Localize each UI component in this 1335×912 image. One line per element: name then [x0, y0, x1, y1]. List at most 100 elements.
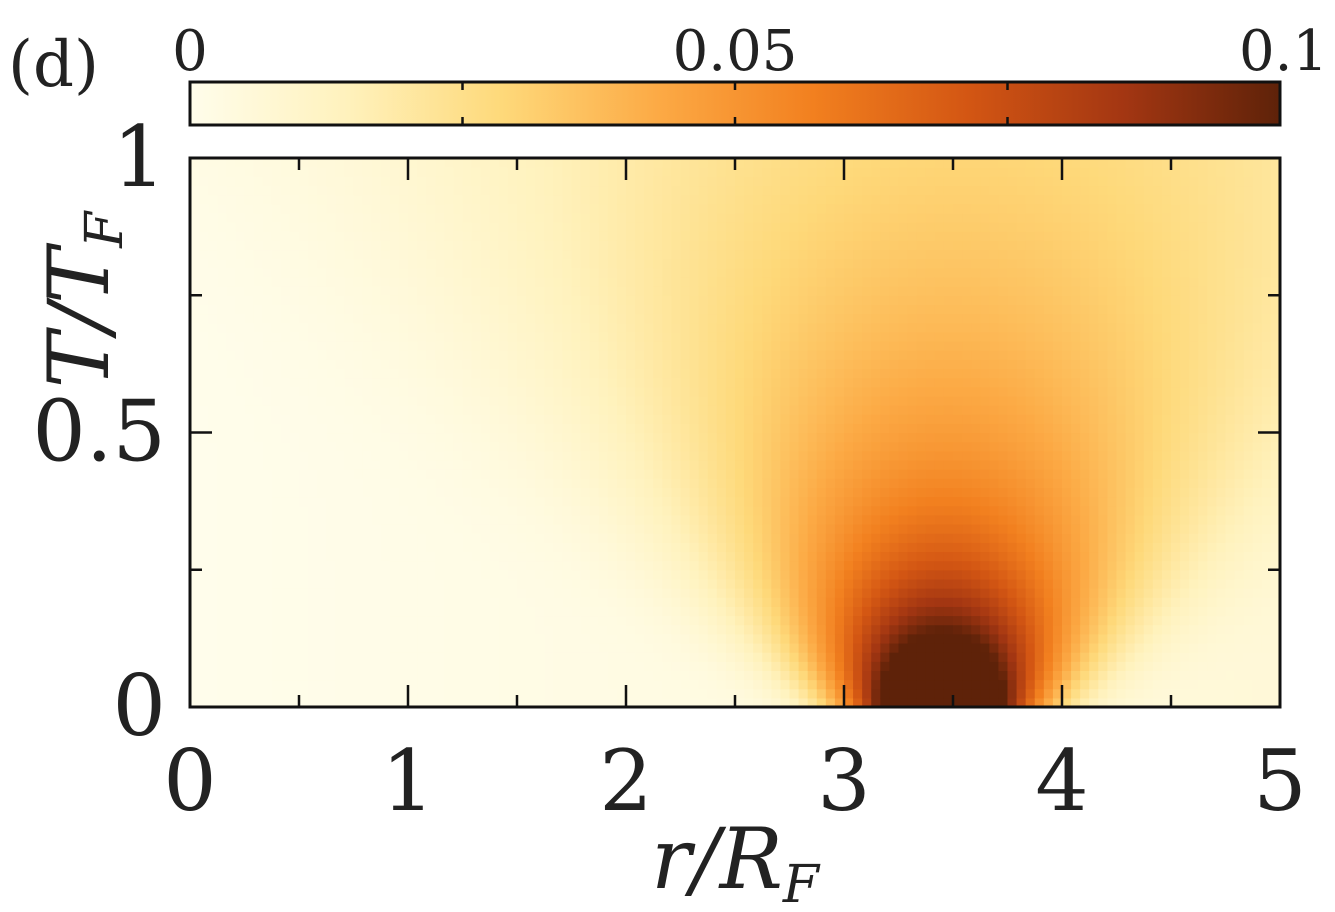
- heatmap-cell: [807, 450, 818, 461]
- heatmap-cell: [435, 615, 445, 626]
- heatmap-cell: [190, 697, 200, 708]
- heatmap-cell: [326, 267, 336, 278]
- heatmap-cell: [735, 414, 745, 424]
- heatmap-cell: [825, 688, 836, 699]
- heatmap-cell: [190, 524, 200, 534]
- heatmap-cell: [862, 350, 872, 360]
- heatmap-cell: [389, 249, 400, 260]
- heatmap-cell: [753, 624, 763, 635]
- heatmap-cell: [571, 350, 582, 360]
- heatmap-cell: [825, 240, 836, 251]
- heatmap-cell: [498, 514, 509, 525]
- heatmap-cell: [426, 167, 436, 177]
- heatmap-cell: [544, 167, 554, 177]
- heatmap-cell: [916, 405, 927, 415]
- heatmap-cell: [943, 624, 954, 635]
- heatmap-cell: [190, 222, 200, 232]
- heatmap-cell: [335, 231, 346, 241]
- heatmap-cell: [934, 505, 945, 516]
- heatmap-cell: [380, 240, 391, 251]
- heatmap-cell: [380, 276, 391, 287]
- heatmap-cell: [807, 514, 818, 525]
- heatmap-cell: [226, 395, 237, 406]
- heatmap-cell: [862, 203, 872, 214]
- heatmap-cell: [725, 441, 736, 452]
- heatmap-cell: [780, 569, 791, 580]
- heatmap-cell: [771, 606, 782, 617]
- heatmap-cell: [280, 276, 291, 287]
- heatmap-cell: [716, 423, 727, 434]
- heatmap-cell: [471, 688, 482, 699]
- heatmap-cell: [199, 688, 209, 699]
- heatmap-cell: [771, 624, 782, 635]
- heatmap-cell: [398, 661, 409, 671]
- heatmap-cell: [535, 569, 545, 580]
- heatmap-cell: [262, 441, 273, 452]
- heatmap-cell: [289, 578, 300, 589]
- heatmap-cell: [898, 670, 909, 681]
- heatmap-cell: [398, 688, 409, 699]
- heatmap-cell: [598, 496, 609, 507]
- heatmap-cell: [244, 386, 255, 397]
- heatmap-cell: [362, 615, 373, 626]
- heatmap-cell: [644, 423, 654, 434]
- heatmap-cell: [753, 560, 763, 571]
- heatmap-cell: [834, 368, 845, 379]
- heatmap-cell: [853, 212, 863, 223]
- heatmap-cell: [362, 569, 373, 580]
- heatmap-cell: [335, 313, 346, 324]
- heatmap-cell: [598, 505, 609, 516]
- heatmap-cell: [753, 414, 763, 424]
- heatmap-cell: [517, 697, 527, 708]
- heatmap-cell: [925, 359, 936, 370]
- heatmap-cell: [771, 688, 782, 699]
- heatmap-cell: [535, 423, 545, 434]
- heatmap-cell: [744, 459, 754, 470]
- heatmap-cell: [326, 350, 336, 360]
- heatmap-cell: [471, 203, 482, 214]
- heatmap-cell: [480, 469, 491, 479]
- heatmap-cell: [816, 450, 827, 461]
- heatmap-cell: [317, 322, 327, 333]
- heatmap-cell: [489, 469, 500, 479]
- heatmap-cell: [262, 350, 273, 360]
- heatmap-cell: [616, 688, 627, 699]
- heatmap-cell: [607, 350, 618, 360]
- heatmap-cell: [335, 542, 346, 553]
- heatmap-cell: [190, 652, 200, 662]
- heatmap-cell: [653, 276, 663, 287]
- heatmap-cell: [417, 286, 427, 296]
- heatmap-cell: [426, 240, 436, 251]
- heatmap-cell: [253, 359, 264, 370]
- heatmap-cell: [598, 395, 609, 406]
- heatmap-cell: [934, 441, 945, 452]
- heatmap-cell: [489, 258, 500, 269]
- heatmap-cell: [517, 514, 527, 525]
- heatmap-cell: [526, 304, 536, 315]
- heatmap-cell: [562, 203, 573, 214]
- heatmap-cell: [426, 679, 436, 690]
- heatmap-cell: [698, 295, 709, 305]
- heatmap-cell: [853, 652, 863, 662]
- heatmap-cell: [635, 405, 645, 415]
- heatmap-cell: [417, 578, 427, 589]
- heatmap-cell: [598, 194, 609, 205]
- heatmap-cell: [553, 203, 564, 214]
- heatmap-cell: [244, 350, 255, 360]
- heatmap-cell: [698, 450, 709, 461]
- heatmap-cell: [408, 158, 418, 168]
- heatmap-cell: [789, 697, 800, 708]
- heatmap-cell: [362, 642, 373, 653]
- heatmap-cell: [907, 542, 918, 553]
- heatmap-cell: [580, 679, 591, 690]
- heatmap-cell: [844, 560, 854, 571]
- heatmap-cell: [262, 395, 273, 406]
- heatmap-cell: [553, 295, 564, 305]
- heatmap-cell: [280, 405, 291, 415]
- heatmap-cell: [389, 368, 400, 379]
- heatmap-cell: [271, 542, 282, 553]
- heatmap-cell: [544, 194, 554, 205]
- heatmap-cell: [453, 194, 464, 205]
- heatmap-cell: [616, 212, 627, 223]
- heatmap-cell: [807, 203, 818, 214]
